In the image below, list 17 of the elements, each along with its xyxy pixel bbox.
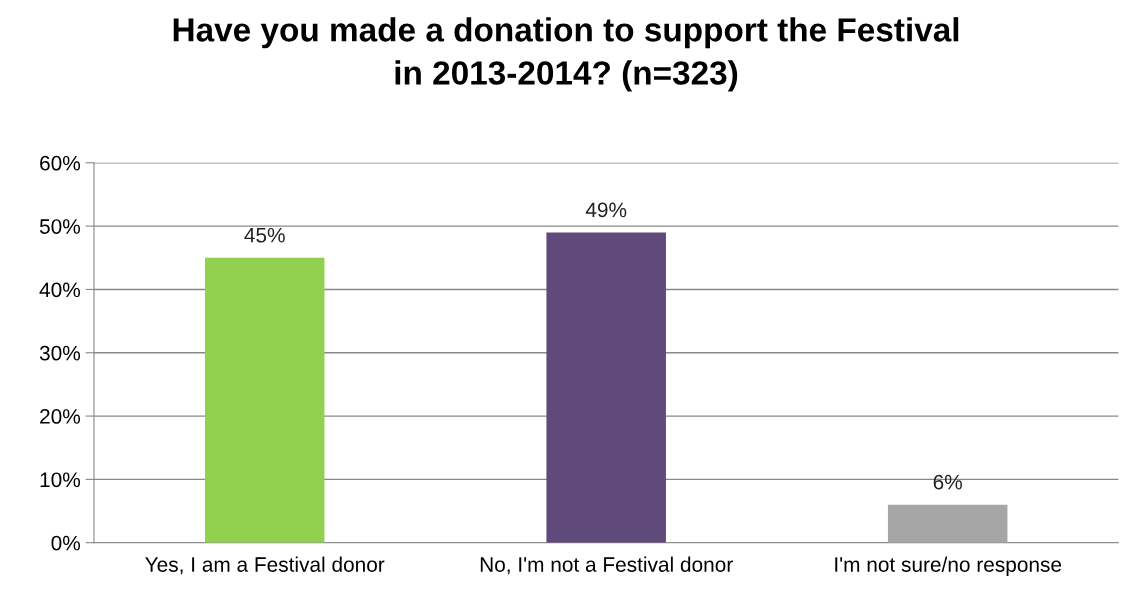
y-tick-label: 0% — [51, 535, 81, 551]
bar — [887, 504, 1008, 543]
data-label: 49% — [585, 202, 627, 218]
x-tick-label: No, I'm not a Festival donor — [480, 556, 733, 575]
chart-title: Have you made a donation to support the Festival in 2013-2014? (n=323) — [173, 17, 959, 92]
data-label: 6% — [933, 474, 962, 490]
x-tick-label: I'm not sure/no response — [835, 556, 1062, 577]
x-tick-label: Yes, I am a Festival donor — [145, 556, 385, 575]
y-tick-label: 50% — [39, 219, 81, 234]
y-tick-label: 60% — [40, 155, 81, 171]
bar — [204, 257, 325, 543]
data-label: 45% — [244, 227, 285, 243]
y-tick-label: 10% — [40, 472, 81, 488]
y-tick-label: 30% — [39, 345, 81, 361]
y-tick-label: 40% — [39, 282, 81, 298]
y-tick-label: 20% — [40, 409, 81, 424]
bar — [546, 232, 666, 543]
